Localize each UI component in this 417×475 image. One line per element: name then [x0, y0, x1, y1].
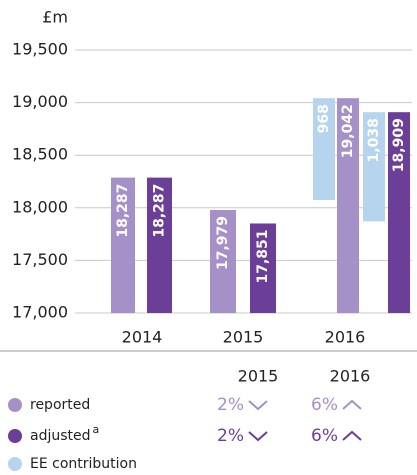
x-tick-label: 2016 — [325, 328, 366, 347]
growth-value: 2% — [217, 426, 244, 446]
bar — [250, 223, 276, 313]
bar — [147, 177, 172, 313]
bar — [210, 210, 236, 313]
value-label: 1,038 — [366, 118, 382, 162]
value-label: 18,287 — [115, 184, 131, 238]
footnote: a — [93, 423, 100, 436]
y-tick-label: 19,500 — [12, 40, 68, 59]
growth-value: 6% — [311, 426, 338, 446]
x-tick-label: 2014 — [122, 328, 163, 347]
direction-chevron — [342, 430, 362, 441]
table-header: 2015 — [238, 367, 279, 386]
value-label: 17,851 — [255, 229, 271, 283]
ee-bar — [313, 98, 335, 201]
legend-dot — [8, 457, 22, 471]
legend-label: EE contribution — [30, 456, 137, 472]
y-tick-label: 18,500 — [12, 145, 68, 164]
direction-chevron — [248, 400, 268, 411]
value-label: 968 — [316, 104, 332, 133]
direction-chevron — [248, 431, 268, 442]
legend-dot — [8, 429, 22, 443]
bar — [111, 177, 135, 313]
legend-name: reported — [30, 397, 90, 413]
y-tick-label: 17,500 — [12, 250, 68, 269]
y-axis-label: £m — [42, 8, 68, 27]
value-label: 19,042 — [340, 104, 356, 158]
legend-dot — [8, 398, 22, 412]
value-label: 18,287 — [152, 184, 168, 238]
x-tick-label: 2015 — [223, 328, 264, 347]
bar — [388, 112, 410, 313]
value-label: 17,979 — [215, 216, 231, 270]
table-header: 2016 — [330, 367, 371, 386]
y-tick-label: 18,000 — [12, 197, 68, 216]
legend-label: reported — [30, 397, 90, 413]
bar — [337, 98, 359, 313]
legend-name: adjusted — [30, 428, 91, 444]
value-label: 18,909 — [391, 118, 407, 172]
ee-bar — [363, 112, 385, 222]
legend-label: adjusted a — [30, 423, 99, 444]
y-tick-label: 19,000 — [12, 92, 68, 111]
growth-value: 6% — [311, 395, 338, 415]
growth-value: 2% — [217, 395, 244, 415]
y-tick-label: 17,000 — [12, 303, 68, 322]
direction-chevron — [342, 399, 362, 410]
